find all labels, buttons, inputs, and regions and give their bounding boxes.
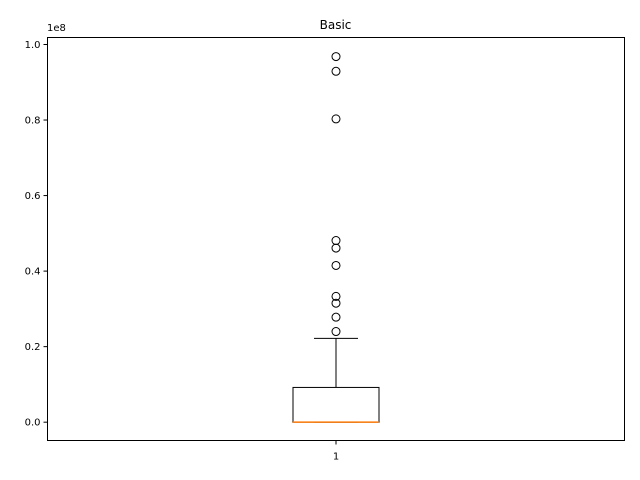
outlier-point (331, 327, 341, 337)
y-tick-label: 0.4 (25, 267, 41, 278)
outlier-point (331, 243, 341, 253)
outlier-point (331, 66, 341, 76)
plot-marks: 0.0 0.2 0.4 0.6 0.8 1.0 1 (25, 40, 380, 463)
y-tick-label: 0.8 (25, 116, 41, 127)
box-iqr (292, 386, 380, 423)
y-tick-label: 0.0 (25, 418, 41, 429)
outlier-point (331, 291, 341, 301)
y-offset-text: 1e8 (47, 23, 66, 34)
outlier-point (331, 52, 341, 62)
outlier-point (331, 114, 341, 124)
y-tick-label: 0.2 (25, 342, 41, 353)
x-tick-label: 1 (333, 452, 339, 463)
outlier-point (331, 298, 341, 308)
outlier-point (331, 260, 341, 270)
y-tick-label: 0.6 (25, 191, 41, 202)
plot-frame (47, 37, 625, 441)
y-tick-label: 1.0 (25, 40, 41, 51)
chart-title: Basic (320, 18, 352, 32)
outlier-point (331, 236, 341, 246)
outlier-point (331, 312, 341, 322)
